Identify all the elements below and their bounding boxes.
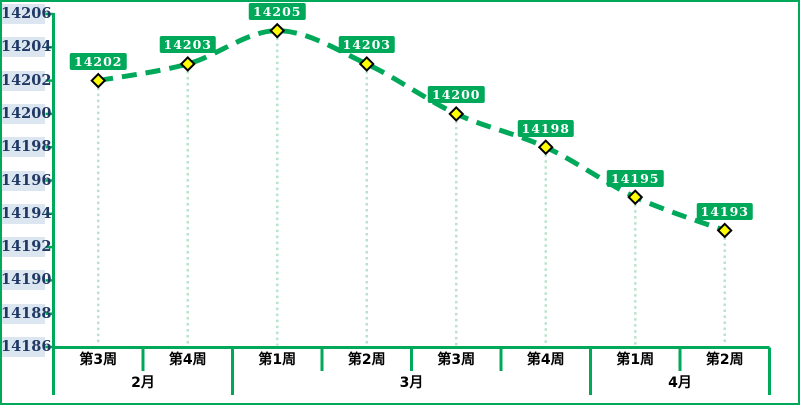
x-axis-week-label: 第4周 <box>526 352 565 368</box>
data-point-diamond-marker <box>90 72 107 89</box>
x-axis-week-label: 第2周 <box>347 352 386 368</box>
x-axis-week-label: 第3周 <box>79 352 118 368</box>
y-axis-label: 14204 <box>1 37 52 58</box>
x-axis-week-label: 第1周 <box>258 352 297 368</box>
data-point-label: 14193 <box>696 202 753 220</box>
x-axis-month-label: 3月 <box>399 375 424 391</box>
data-point-diamond-marker <box>627 189 644 206</box>
data-point-diamond-marker <box>448 105 465 122</box>
y-axis-label: 14198 <box>1 137 52 158</box>
y-axis-label: 14206 <box>1 4 52 24</box>
y-axis-label: 14194 <box>1 203 52 224</box>
x-axis-week-label: 第4周 <box>168 352 207 368</box>
y-axis-label: 14190 <box>1 270 52 291</box>
y-axis-label: 14188 <box>1 303 52 324</box>
data-point-diamond-marker <box>537 139 554 156</box>
data-point-diamond-marker <box>716 222 733 239</box>
data-point-label: 14203 <box>159 36 216 54</box>
data-point-label: 14205 <box>249 3 306 21</box>
series-dashed-line <box>97 28 726 233</box>
y-axis-label: 14192 <box>1 237 52 258</box>
x-axis-week-label: 第1周 <box>616 352 655 368</box>
x-axis-month-label: 2月 <box>131 375 155 391</box>
y-axis-label: 14200 <box>1 103 52 124</box>
x-axis-week-label: 第3周 <box>437 352 476 368</box>
data-point-label: 14200 <box>428 86 485 104</box>
data-point-diamond-marker <box>358 56 375 72</box>
data-point-diamond-marker <box>179 56 196 72</box>
data-point-label: 14198 <box>517 119 574 137</box>
y-axis-label: 14186 <box>1 337 52 357</box>
data-point-label: 14203 <box>338 36 395 54</box>
x-axis-week-label: 第2周 <box>705 352 744 368</box>
data-point-diamond-marker <box>269 22 286 39</box>
x-axis-month-label: 4月 <box>668 375 692 391</box>
y-axis-label: 14202 <box>1 70 52 91</box>
data-point-label: 14202 <box>70 53 127 71</box>
data-point-label: 14195 <box>607 169 664 187</box>
y-axis-label: 14196 <box>1 170 52 191</box>
